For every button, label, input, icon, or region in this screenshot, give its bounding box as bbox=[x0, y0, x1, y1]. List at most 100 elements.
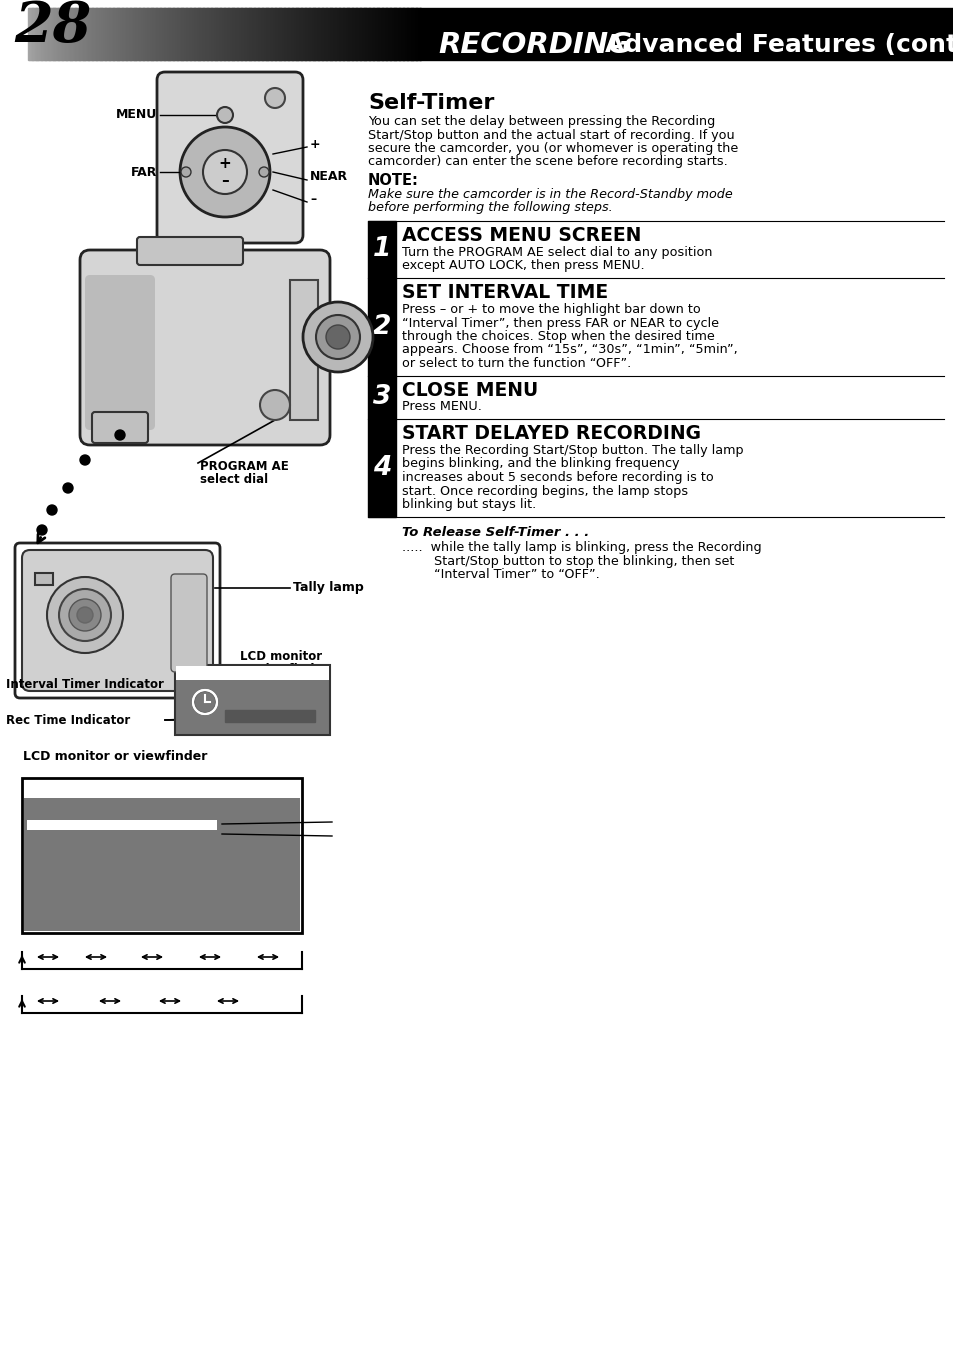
Bar bbox=[63, 8, 66, 60]
Bar bbox=[416, 8, 418, 60]
Bar bbox=[353, 8, 355, 60]
Bar bbox=[152, 8, 154, 60]
Bar bbox=[0, 8, 30, 60]
Bar bbox=[357, 8, 359, 60]
Bar bbox=[71, 8, 73, 60]
Bar bbox=[91, 8, 94, 60]
Bar bbox=[40, 8, 42, 60]
Bar bbox=[419, 8, 953, 60]
Bar bbox=[309, 8, 311, 60]
Bar bbox=[175, 667, 329, 680]
Bar bbox=[111, 8, 112, 60]
Bar bbox=[297, 8, 299, 60]
Text: 1: 1 bbox=[373, 237, 391, 263]
Bar bbox=[193, 8, 196, 60]
Text: –: – bbox=[310, 192, 315, 206]
Bar bbox=[178, 8, 180, 60]
Bar bbox=[218, 8, 221, 60]
Bar bbox=[299, 8, 302, 60]
Text: –: – bbox=[221, 172, 229, 187]
Bar bbox=[132, 8, 134, 60]
Bar bbox=[310, 8, 313, 60]
Bar bbox=[169, 8, 172, 60]
Text: “Interval Timer”, then press FAR or NEAR to cycle: “Interval Timer”, then press FAR or NEAR… bbox=[401, 317, 719, 329]
Bar bbox=[41, 8, 43, 60]
Bar bbox=[38, 8, 41, 60]
Circle shape bbox=[77, 607, 92, 623]
Bar bbox=[361, 8, 363, 60]
Bar bbox=[112, 8, 113, 60]
Bar bbox=[241, 8, 243, 60]
Bar bbox=[167, 8, 169, 60]
Bar bbox=[156, 8, 158, 60]
Bar bbox=[30, 8, 33, 60]
Text: blinking but stays lit.: blinking but stays lit. bbox=[401, 499, 536, 511]
Bar bbox=[67, 8, 70, 60]
Bar bbox=[210, 8, 212, 60]
Bar bbox=[190, 8, 193, 60]
Bar bbox=[255, 8, 257, 60]
Bar bbox=[135, 8, 137, 60]
Text: Rec Time Indicator: Rec Time Indicator bbox=[6, 714, 131, 726]
Bar bbox=[24, 780, 299, 798]
Bar bbox=[379, 8, 381, 60]
Bar bbox=[35, 573, 53, 585]
Bar bbox=[315, 8, 317, 60]
Bar bbox=[34, 8, 37, 60]
FancyBboxPatch shape bbox=[80, 251, 330, 444]
Bar bbox=[114, 8, 116, 60]
Bar bbox=[98, 8, 101, 60]
Bar bbox=[373, 8, 375, 60]
Bar bbox=[225, 710, 314, 722]
Text: +: + bbox=[310, 137, 320, 150]
Bar bbox=[127, 8, 130, 60]
Bar bbox=[171, 8, 172, 60]
Text: SET INTERVAL TIME: SET INTERVAL TIME bbox=[401, 283, 607, 302]
Bar bbox=[238, 8, 240, 60]
Bar bbox=[316, 8, 318, 60]
Bar bbox=[409, 8, 412, 60]
Bar bbox=[109, 8, 112, 60]
Bar bbox=[83, 8, 85, 60]
Bar bbox=[342, 8, 345, 60]
Bar bbox=[303, 8, 306, 60]
Bar bbox=[383, 8, 385, 60]
Bar bbox=[291, 8, 293, 60]
Bar bbox=[144, 8, 147, 60]
Bar bbox=[376, 8, 378, 60]
Text: secure the camcorder, you (or whomever is operating the: secure the camcorder, you (or whomever i… bbox=[368, 142, 738, 154]
FancyBboxPatch shape bbox=[157, 72, 303, 243]
Text: 3: 3 bbox=[373, 385, 391, 411]
Bar bbox=[94, 8, 97, 60]
Bar bbox=[140, 8, 143, 60]
Bar bbox=[349, 8, 352, 60]
Circle shape bbox=[194, 692, 214, 711]
Bar bbox=[271, 8, 274, 60]
Bar bbox=[97, 8, 99, 60]
Bar bbox=[79, 8, 81, 60]
Bar bbox=[66, 8, 68, 60]
Circle shape bbox=[80, 455, 90, 465]
Bar bbox=[202, 8, 204, 60]
Circle shape bbox=[258, 167, 269, 178]
Bar bbox=[137, 8, 140, 60]
Bar bbox=[65, 8, 67, 60]
Bar bbox=[250, 8, 253, 60]
Bar bbox=[195, 8, 197, 60]
Bar bbox=[368, 419, 395, 516]
Bar bbox=[228, 8, 230, 60]
Text: “Interval Timer” to “OFF”.: “Interval Timer” to “OFF”. bbox=[401, 569, 599, 581]
Bar bbox=[168, 8, 170, 60]
Bar bbox=[412, 8, 414, 60]
Bar bbox=[267, 8, 269, 60]
Bar bbox=[142, 8, 144, 60]
Bar bbox=[377, 8, 380, 60]
Bar bbox=[174, 665, 330, 734]
Bar bbox=[390, 8, 392, 60]
Text: increases about 5 seconds before recording is to: increases about 5 seconds before recordi… bbox=[401, 472, 713, 484]
Bar bbox=[352, 8, 354, 60]
Bar bbox=[405, 8, 408, 60]
Bar bbox=[338, 8, 341, 60]
Bar bbox=[160, 8, 162, 60]
Bar bbox=[139, 8, 141, 60]
